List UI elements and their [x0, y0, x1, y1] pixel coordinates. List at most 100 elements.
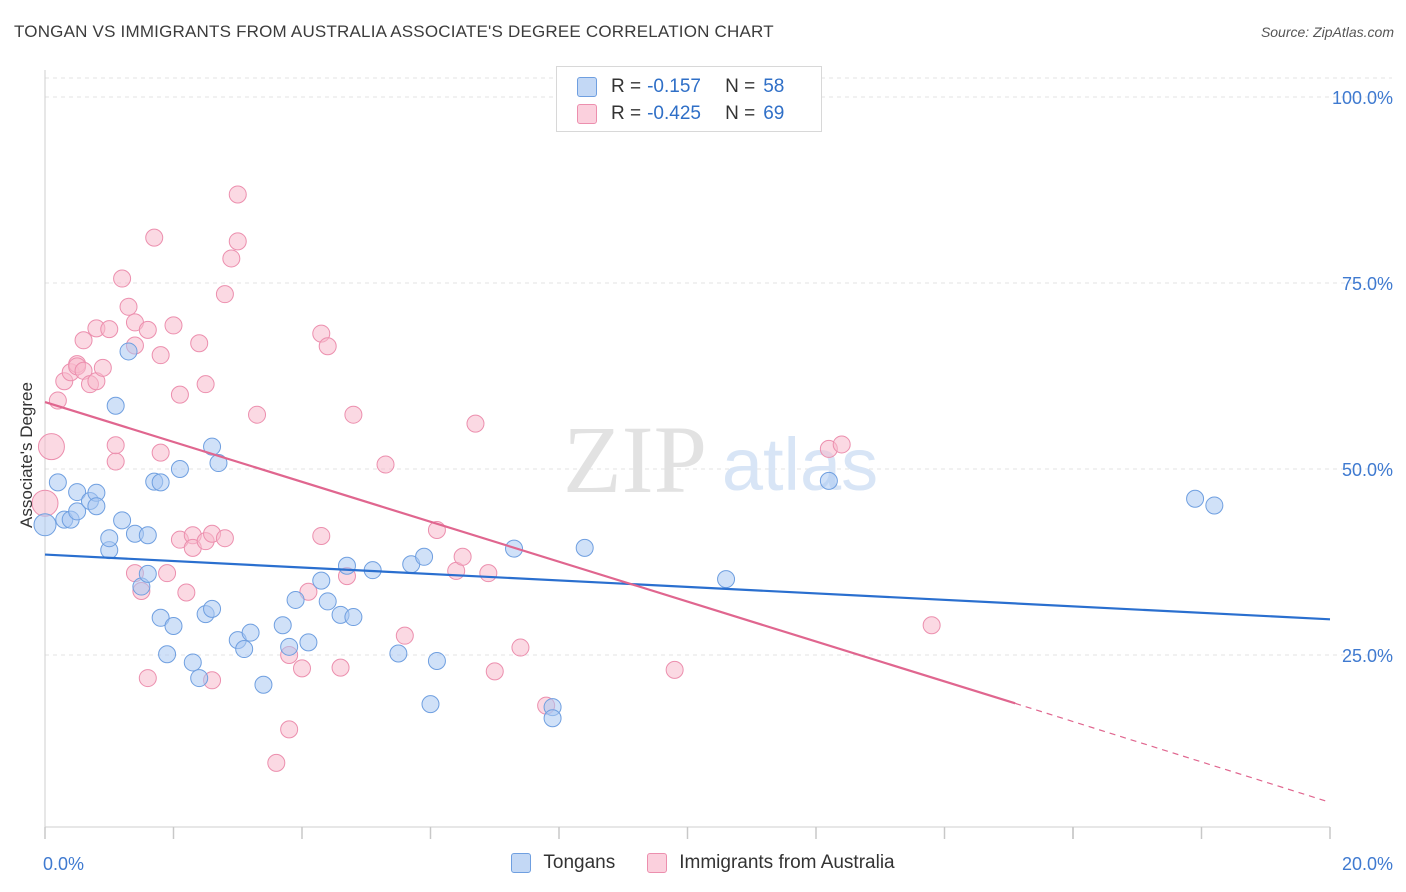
data-point-immigrants — [196, 375, 215, 394]
data-point-tongans — [183, 653, 202, 672]
legend-n-label: N = — [725, 76, 756, 97]
legend-item-immigrants[interactable]: Immigrants from Australia — [647, 852, 895, 874]
data-point-immigrants — [74, 331, 93, 350]
series-legend: Tongans Immigrants from Australia — [0, 852, 1406, 874]
data-point-immigrants — [511, 638, 530, 657]
data-point-immigrants — [158, 564, 177, 583]
data-point-immigrants — [248, 405, 267, 424]
legend-label-tongans: Tongans — [543, 852, 616, 873]
data-point-immigrants — [177, 583, 196, 602]
data-point-tongans — [138, 526, 157, 545]
legend-r-value: -0.425 — [647, 103, 701, 124]
data-point-tongans — [421, 695, 440, 714]
data-point-immigrants — [138, 320, 157, 339]
data-point-tongans — [138, 564, 157, 583]
data-point-immigrants — [293, 659, 311, 678]
data-point-immigrants — [151, 346, 170, 365]
data-point-immigrants — [922, 616, 941, 635]
data-point-immigrants — [100, 320, 119, 339]
data-point-tongans — [106, 396, 125, 415]
x-tick-label: 20.0% — [1342, 854, 1393, 874]
legend-item-tongans[interactable]: Tongans — [511, 852, 615, 874]
data-point-tongans — [209, 454, 228, 473]
data-point-immigrants — [113, 269, 132, 288]
data-point-tongans — [113, 511, 132, 530]
data-point-tongans — [717, 570, 736, 589]
data-point-tongans — [151, 608, 170, 627]
data-point-tongans — [819, 471, 838, 490]
data-point-tongans — [170, 460, 189, 478]
data-point-tongans — [87, 497, 106, 516]
data-point-tongans — [286, 590, 305, 609]
correlation-legend: R = -0.157 N = 58 R = -0.425 N = 69 — [556, 66, 822, 132]
data-point-immigrants — [665, 660, 684, 679]
legend-n-value: 69 — [763, 103, 785, 124]
data-point-immigrants — [145, 228, 164, 247]
data-point-tongans — [203, 437, 222, 456]
data-point-immigrants — [376, 455, 395, 474]
legend-swatch-pink — [577, 104, 597, 124]
data-point-immigrants — [215, 285, 234, 304]
data-point-immigrants — [299, 582, 318, 601]
tick-labels: 25.0% 50.0% 75.0% 100.0% 0.0% 20.0% — [43, 88, 1393, 874]
legend-n-value: 58 — [763, 76, 785, 97]
y-axis-label: Associate's Degree — [17, 382, 36, 528]
data-point-tongans — [48, 473, 67, 492]
data-point-immigrants — [344, 405, 363, 424]
trend-line-immigrants-extrapolated — [1014, 702, 1331, 803]
data-point-immigrants — [164, 316, 183, 335]
data-point-tongans — [389, 644, 408, 663]
trend-line-immigrants — [44, 400, 1016, 705]
data-point-immigrants — [395, 626, 414, 645]
data-point-immigrants — [485, 662, 504, 681]
data-point-immigrants — [106, 452, 125, 471]
data-point-tongans — [254, 675, 273, 694]
data-point-immigrants — [832, 435, 851, 454]
data-point-immigrants — [151, 443, 170, 462]
legend-r-value: -0.157 — [647, 76, 701, 97]
legend-swatch-blue — [577, 77, 597, 97]
series-tongans — [33, 342, 1224, 728]
data-point-tongans — [280, 637, 299, 656]
data-point-immigrants — [138, 669, 157, 688]
data-point-immigrants — [453, 547, 472, 566]
data-point-tongans — [1205, 496, 1224, 515]
data-point-tongans — [158, 645, 177, 664]
y-tick-label: 25.0% — [1342, 646, 1393, 666]
data-point-immigrants — [170, 385, 189, 404]
data-point-immigrants — [228, 185, 247, 204]
data-point-immigrants — [119, 297, 138, 316]
data-point-immigrants — [93, 358, 112, 377]
data-point-tongans — [68, 483, 87, 502]
data-point-tongans — [203, 599, 222, 618]
data-point-tongans — [312, 571, 331, 590]
source-label: Source: ZipAtlas.com — [1260, 24, 1394, 40]
data-point-immigrants — [312, 526, 331, 545]
y-tick-label: 75.0% — [1342, 274, 1393, 294]
data-point-tongans — [1186, 489, 1205, 508]
legend-row-immigrants: R = -0.425 N = 69 — [577, 101, 784, 127]
data-point-immigrants — [228, 232, 247, 251]
data-point-tongans — [119, 342, 138, 361]
data-point-tongans — [190, 669, 209, 688]
data-point-immigrants — [267, 753, 286, 772]
data-point-tongans — [68, 502, 87, 521]
data-point-tongans — [344, 608, 363, 627]
data-point-tongans — [299, 633, 318, 652]
legend-label-immigrants: Immigrants from Australia — [679, 852, 895, 873]
data-point-immigrants — [37, 433, 65, 461]
x-tick-label: 0.0% — [43, 854, 84, 874]
trend-lines — [44, 400, 1331, 803]
data-point-tongans — [151, 473, 170, 492]
legend-swatch-pink — [647, 853, 668, 873]
data-point-immigrants — [190, 334, 209, 353]
data-point-immigrants — [318, 337, 337, 356]
data-point-immigrants — [466, 414, 485, 433]
data-point-tongans — [100, 529, 119, 548]
data-point-tongans — [318, 592, 337, 611]
legend-n-label: N = — [725, 103, 756, 124]
data-point-tongans — [543, 709, 562, 728]
data-point-immigrants — [331, 658, 350, 677]
data-point-tongans — [164, 616, 183, 635]
